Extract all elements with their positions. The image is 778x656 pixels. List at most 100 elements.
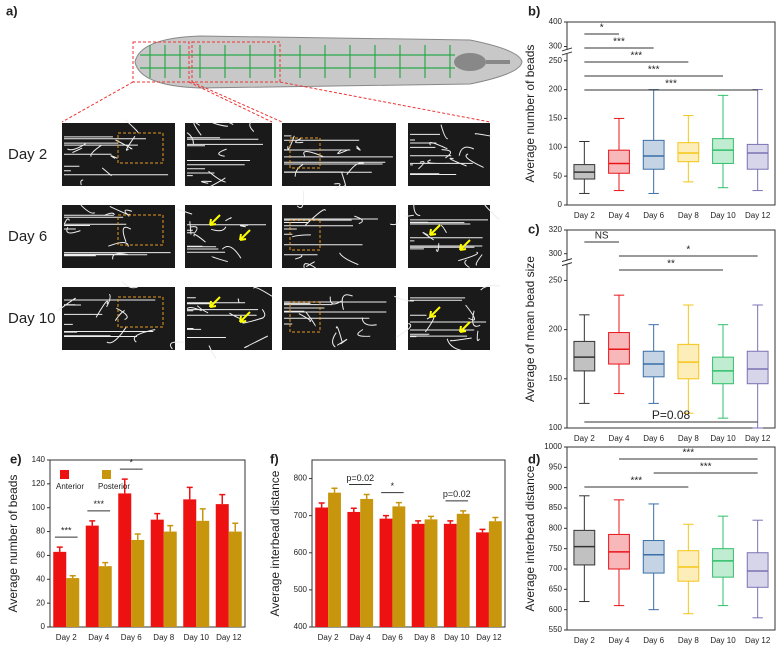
micrograph: [62, 205, 175, 268]
x-tick-label: Day 4: [609, 434, 630, 443]
error-bar: [186, 486, 193, 500]
y-tick-label: 150: [549, 374, 563, 383]
neurite: [404, 203, 500, 268]
error-bar: [199, 508, 206, 521]
y-tick-label: 60: [36, 551, 45, 560]
error-bar: [447, 520, 454, 524]
y-tick-label: 50: [553, 171, 562, 180]
y-tick-label: 600: [294, 548, 308, 557]
y-tick-label: 80: [36, 527, 45, 536]
significance-label: ***: [630, 476, 642, 487]
x-tick-label: Day 2: [318, 633, 339, 642]
significance-label: ***: [613, 37, 625, 48]
chart: b) Average number of beads 0 50 100 150 200 250…: [523, 3, 776, 220]
error-bar: [89, 520, 96, 526]
arrow: [459, 321, 471, 333]
zoom-line: [61, 81, 491, 123]
bar: [360, 498, 374, 627]
x-tick-label: Day 10: [710, 434, 736, 443]
y-tick-label: 850: [549, 503, 563, 512]
bar: [476, 532, 489, 627]
y-axis-title: Average number of beads: [6, 475, 20, 613]
x-tick-label: Day 12: [745, 434, 771, 443]
axis-break: [561, 258, 573, 267]
bar: [85, 525, 99, 627]
y-tick-label: 650: [549, 584, 563, 593]
x-tick-label: Day 4: [609, 211, 630, 220]
box: [677, 142, 700, 163]
neurite: [410, 124, 492, 175]
arrow: [209, 296, 221, 308]
bar: [131, 539, 145, 627]
x-tick-label: Day 10: [710, 211, 736, 220]
x-tick-label: Day 4: [350, 633, 371, 642]
box: [746, 143, 769, 170]
x-tick-label: Day 2: [574, 211, 595, 220]
row-label: Day 2: [8, 146, 47, 163]
x-tick-label: Day 6: [643, 211, 664, 220]
x-tick-label: Day 2: [574, 636, 595, 645]
micrograph: [185, 123, 272, 186]
error-bar: [102, 561, 109, 567]
significance-label: ***: [61, 525, 72, 535]
zoom-box: [289, 301, 321, 333]
micrograph: [282, 205, 396, 268]
x-tick-label: Day 2: [56, 633, 77, 642]
y-tick-label: 750: [549, 544, 563, 553]
zoom-box: [117, 296, 164, 328]
y-tick-label: 20: [36, 598, 45, 607]
bar: [163, 531, 177, 627]
zoom-box: [117, 132, 164, 164]
chart: d)Average interbead distance 550 600 650 700…: [523, 442, 776, 645]
y-tick-label: 0: [41, 622, 46, 631]
bar: [424, 519, 438, 627]
arrow: [459, 239, 471, 251]
y-tick-label: 40: [36, 574, 45, 583]
bar: [53, 551, 67, 627]
error-bar: [154, 512, 161, 520]
error-bar: [167, 524, 174, 532]
error-bar: [395, 501, 402, 507]
neurite: [284, 135, 393, 191]
x-tick-label: Day 4: [609, 636, 630, 645]
significance-label: *: [686, 245, 690, 256]
x-tick-label: Day 6: [643, 636, 664, 645]
significance-label: p=0.02: [443, 489, 471, 499]
x-tick-label: Day 12: [745, 211, 771, 220]
y-tick-label: 700: [549, 564, 563, 573]
significance-label: NS: [595, 231, 609, 242]
zoom-box: [289, 219, 321, 251]
bar: [66, 578, 80, 627]
x-tick-label: Day 4: [88, 633, 109, 642]
y-axis-title: Average interbead distance: [523, 465, 537, 611]
chart: e) Average number of beads 0 20 40 60 80 100 120…: [6, 451, 246, 642]
bar: [228, 531, 242, 627]
error-bar: [428, 515, 435, 520]
chart: f) Average interbead distance 400 500 600 700…: [268, 451, 506, 642]
box: [677, 550, 700, 582]
y-tick-label: 400: [294, 622, 308, 631]
y-axis-title: Average of mean bead size: [523, 256, 537, 402]
box: [712, 138, 734, 164]
zoom-box: [289, 137, 321, 169]
y-tick-label: 100: [32, 503, 46, 512]
axis-break: [562, 260, 572, 265]
y-tick-label: 900: [549, 483, 563, 492]
significance-label: *: [391, 481, 395, 491]
box: [573, 529, 596, 566]
bar: [315, 507, 329, 627]
axis-break: [562, 49, 572, 54]
plot-frame: [566, 21, 776, 206]
error-bar: [460, 510, 467, 514]
y-tick-label: 150: [549, 114, 563, 123]
zoom-box: [132, 41, 190, 83]
x-tick-label: Day 12: [476, 633, 502, 642]
row-label: Day 10: [8, 310, 56, 327]
y-tick-label: 200: [549, 85, 563, 94]
significance-label: ***: [682, 448, 694, 459]
bar: [150, 519, 164, 627]
zoom-box: [191, 41, 281, 83]
error-bar: [415, 520, 422, 524]
y-axis-title: Average number of beads: [523, 45, 537, 183]
